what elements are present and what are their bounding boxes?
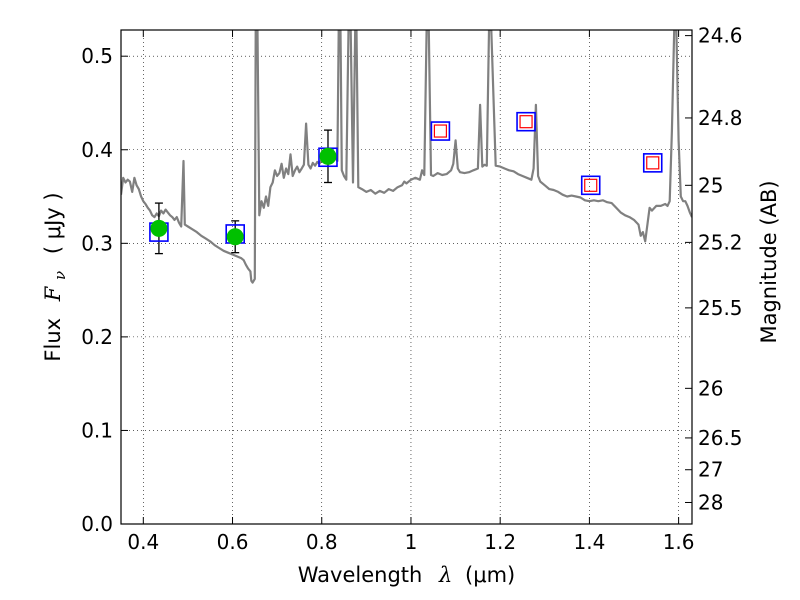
model-photometry-square bbox=[642, 153, 663, 173]
model-photometry-square bbox=[430, 121, 451, 141]
predicted-photometry-square bbox=[433, 124, 448, 138]
y-tick-label: 0.3 bbox=[81, 231, 113, 255]
x-tick-label: 1 bbox=[405, 530, 418, 554]
plot-frame bbox=[120, 29, 693, 525]
y2-tick-label: 24.6 bbox=[698, 24, 743, 48]
predicted-photometry-square bbox=[584, 178, 598, 192]
y-tick-label: 0.0 bbox=[81, 512, 113, 536]
observed-photometry-point bbox=[150, 219, 168, 237]
y-axis-label-text: Flux bbox=[41, 318, 65, 362]
y2-tick-label: 27 bbox=[698, 458, 723, 482]
y2-tick-label: 25.5 bbox=[698, 296, 743, 320]
x-tick-label: 1.4 bbox=[573, 530, 605, 554]
y-tick-label: 0.1 bbox=[81, 418, 113, 442]
y2-tick-label: 26.5 bbox=[698, 426, 743, 450]
x-tick-label: 0.8 bbox=[306, 530, 338, 554]
y2-tick-label: 25 bbox=[698, 173, 723, 197]
spectrum-layer bbox=[121, 30, 692, 284]
y-axis-label-symbol: F bbox=[41, 285, 65, 302]
y2-tick-label: 25.2 bbox=[698, 230, 743, 254]
y2-tick-label: 24.8 bbox=[698, 106, 743, 130]
y-axis-label-unit: ( μJy ) bbox=[41, 192, 65, 254]
x-tick-label: 1.6 bbox=[663, 530, 695, 554]
observed-photometry-point bbox=[319, 147, 337, 165]
y2-tick-label: 28 bbox=[698, 490, 723, 514]
x-axis-label: Wavelength λ (μm) bbox=[298, 563, 515, 587]
x-tick-label: 0.6 bbox=[217, 530, 249, 554]
x-axis-label-text: Wavelength bbox=[298, 563, 423, 587]
y-tick-label: 0.2 bbox=[81, 325, 113, 349]
x-tick-label: 0.4 bbox=[127, 530, 159, 554]
spectrum-line bbox=[121, 30, 692, 284]
y-tick-label: 0.4 bbox=[81, 138, 113, 162]
predicted-photometry-square bbox=[519, 115, 533, 129]
x-axis-label-unit: (μm) bbox=[465, 563, 515, 587]
x-tick-label: 1.2 bbox=[484, 530, 516, 554]
y2-axis-label: Magnitude (AB) bbox=[757, 180, 781, 343]
y2-tick-label: 26 bbox=[698, 376, 723, 400]
model-photometry-square bbox=[580, 175, 601, 196]
y-tick-label: 0.5 bbox=[81, 44, 113, 68]
gridlines bbox=[121, 30, 692, 525]
photometry-layer bbox=[149, 111, 663, 255]
observed-photometry-point bbox=[226, 228, 244, 246]
y-axis-label: Flux F ν ( μJy ) bbox=[41, 192, 70, 361]
y-axis-label-subscript: ν bbox=[51, 271, 69, 280]
predicted-photometry-square bbox=[646, 156, 660, 170]
x-axis-label-symbol: λ bbox=[438, 563, 452, 587]
model-photometry-square bbox=[516, 111, 536, 132]
axis-ticks: 0.4 0.6 0.8 1 1.2 1.4 1.6 0.0 0.1 0.2 0.3 0.4 0.5 24.… bbox=[81, 24, 742, 554]
